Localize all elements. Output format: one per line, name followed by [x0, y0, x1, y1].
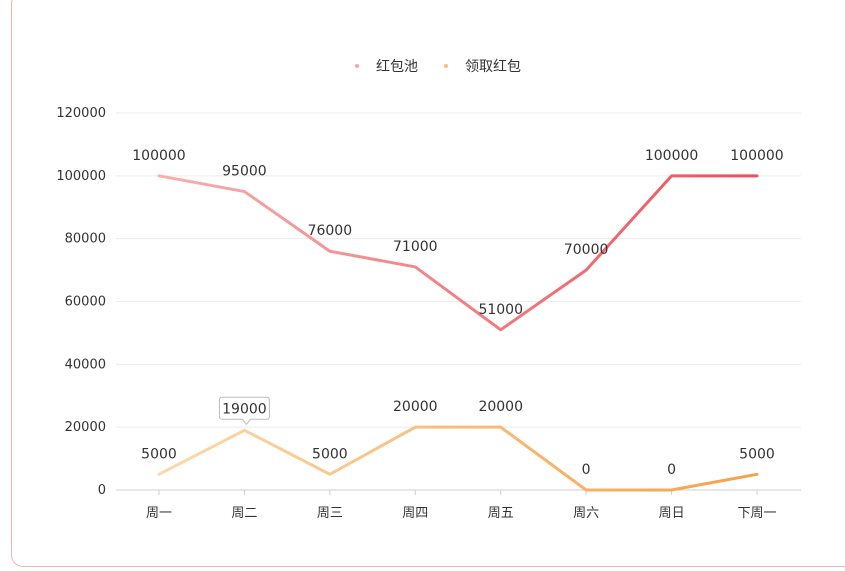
y-tick-label: 120000 [56, 106, 106, 121]
x-tick-label: 周一 [146, 506, 172, 521]
legend-label-claimed-packets: 领取红包 [465, 59, 521, 75]
x-axis: 周一 周二 周三 周四 周五 周六 周日 下周一 [146, 490, 777, 521]
data-label: 20000 [478, 399, 523, 415]
y-tick-label: 100000 [56, 169, 106, 184]
y-tick-label: 60000 [65, 295, 106, 310]
legend-item-red-packet-pool[interactable]: 红包池 [341, 59, 418, 75]
x-tick-label: 周二 [231, 506, 257, 521]
data-label: 0 [667, 462, 676, 478]
data-label: 0 [582, 462, 591, 478]
data-label: 100000 [730, 148, 783, 164]
y-tick-label: 0 [98, 483, 106, 498]
grid-lines [116, 112, 801, 491]
data-label-callout: 19000 [218, 396, 270, 426]
x-tick-label: 周五 [488, 506, 514, 521]
x-tick-label: 下周一 [737, 506, 776, 521]
data-label: 95000 [222, 164, 267, 180]
data-label: 100000 [645, 148, 698, 164]
y-tick-label: 20000 [65, 420, 106, 435]
x-tick-label: 周六 [573, 506, 599, 521]
legend-item-claimed-packets[interactable]: 领取红包 [430, 59, 521, 75]
x-tick-label: 周日 [659, 506, 685, 521]
legend: 红包池 领取红包 [341, 59, 521, 75]
y-tick-label: 40000 [65, 357, 106, 372]
data-label: 71000 [393, 239, 438, 255]
data-label: 51000 [478, 302, 523, 318]
data-labels: 100000 95000 76000 71000 51000 70000 100000 100… [132, 148, 783, 478]
data-label: 100000 [132, 148, 185, 164]
x-tick-label: 周三 [317, 506, 343, 521]
data-label: 20000 [393, 399, 438, 415]
data-label: 19000 [222, 401, 267, 417]
y-tick-label: 80000 [65, 232, 106, 247]
series-line-claimed-packets[interactable] [157, 425, 759, 492]
y-axis: 0 20000 40000 60000 80000 100000 120000 [56, 106, 106, 498]
series-group [157, 174, 759, 492]
data-label: 76000 [308, 223, 353, 239]
data-label: 5000 [141, 446, 177, 462]
series-line-red-packet-pool[interactable] [157, 174, 759, 332]
data-label: 5000 [739, 446, 775, 462]
data-label: 5000 [312, 446, 348, 462]
chart-card [11, 0, 845, 567]
data-label: 70000 [564, 242, 609, 258]
x-tick-label: 周四 [402, 506, 428, 521]
legend-label-red-packet-pool: 红包池 [376, 59, 418, 75]
